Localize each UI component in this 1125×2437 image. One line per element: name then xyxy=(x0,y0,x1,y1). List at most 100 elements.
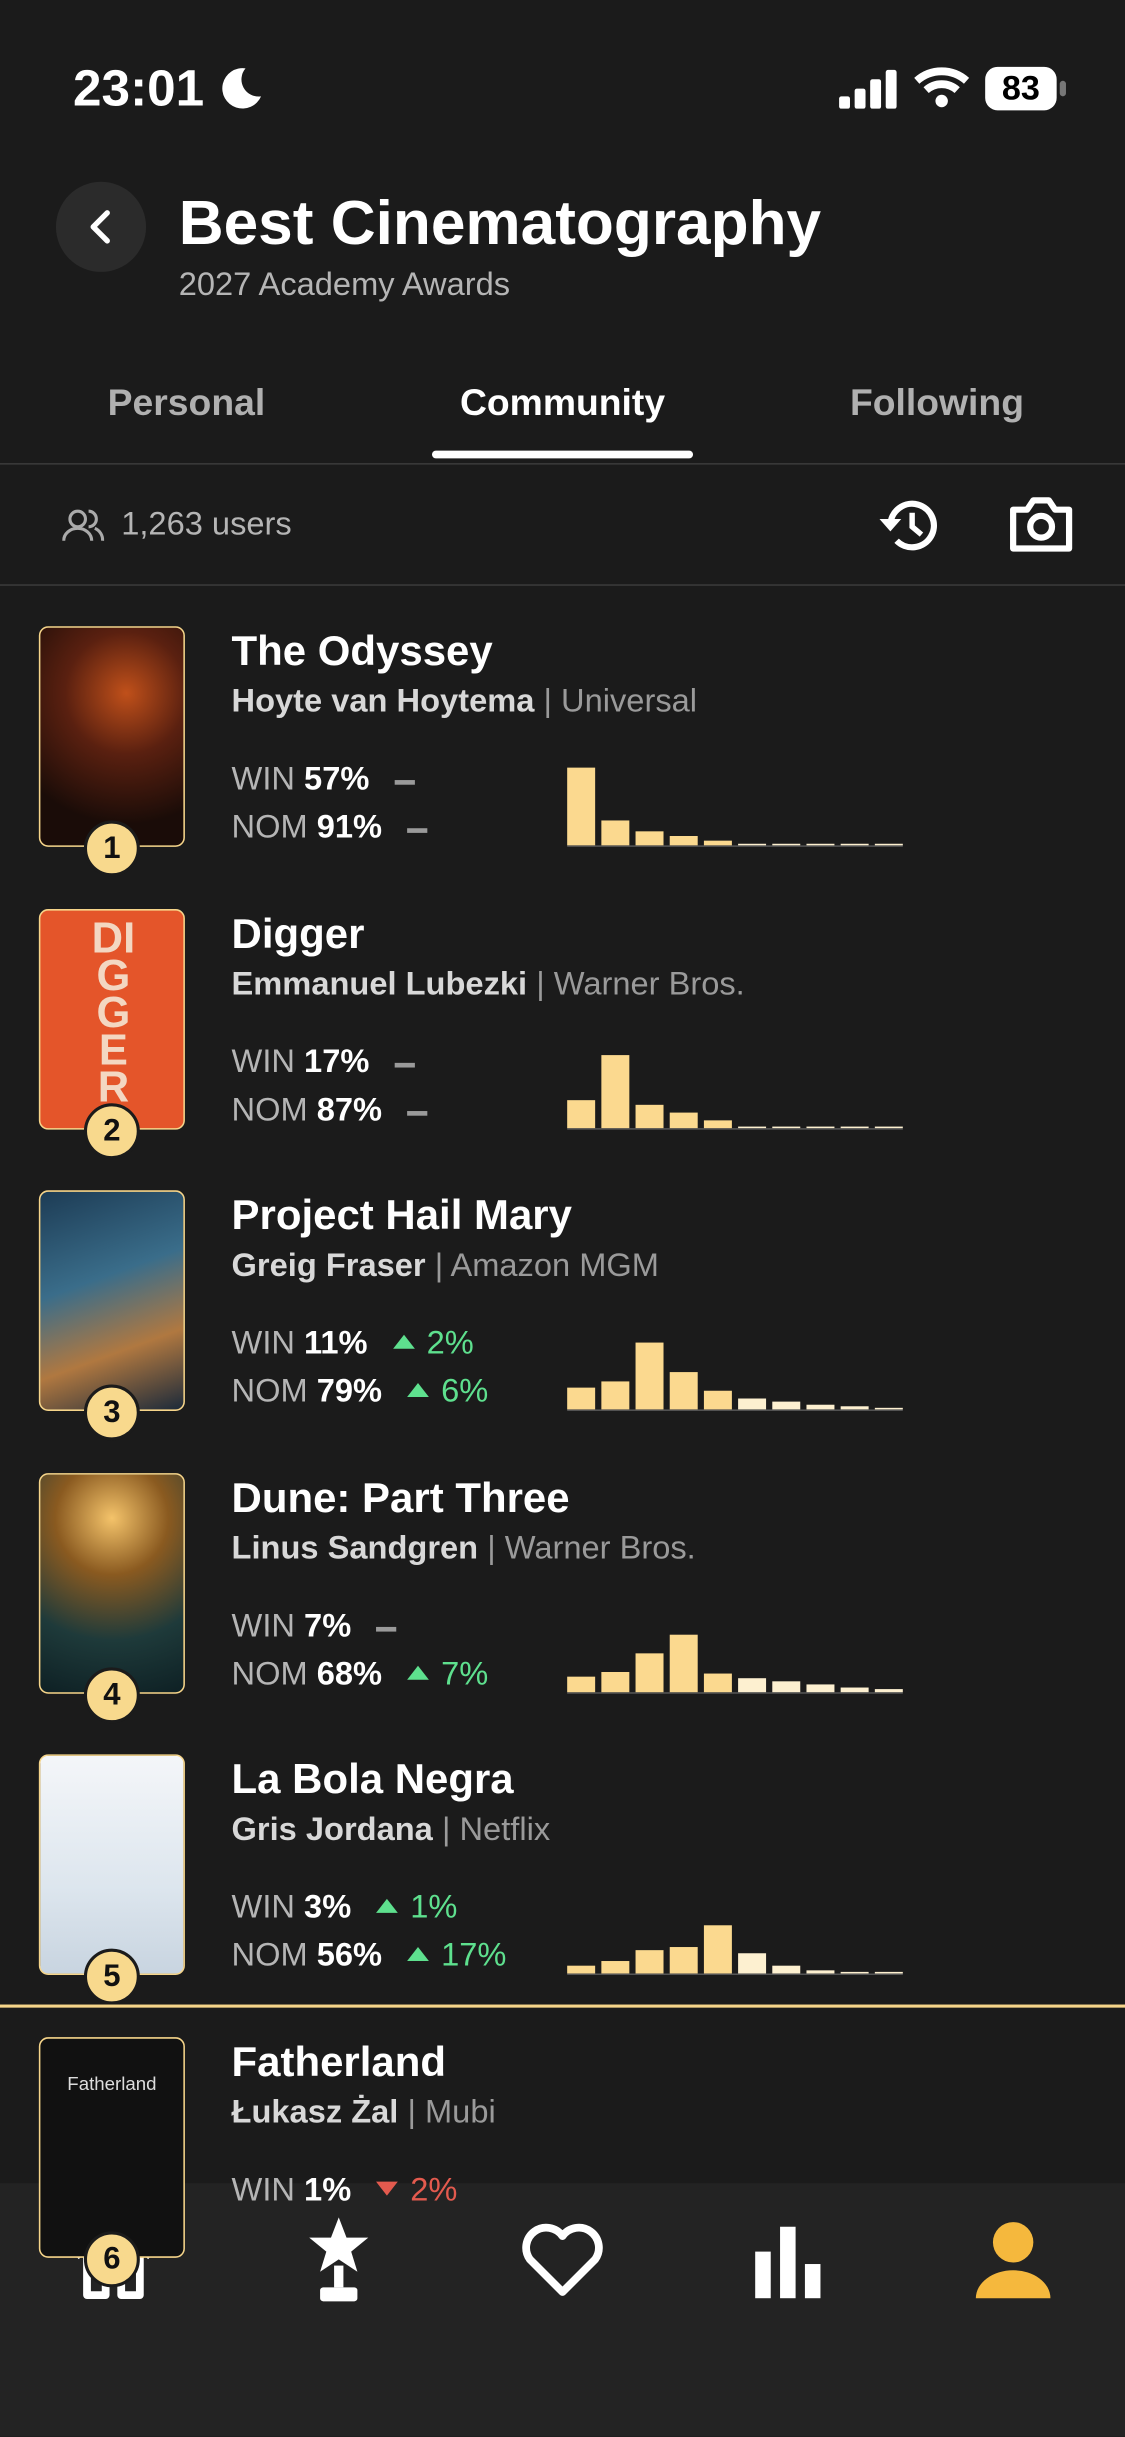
win-value: 11% xyxy=(304,1325,368,1362)
histogram-bar xyxy=(567,1099,596,1128)
tab[interactable]: Personal xyxy=(107,382,266,425)
histogram-bar xyxy=(772,1125,801,1128)
change-value: 6% xyxy=(441,1373,489,1410)
nominee-studio: | Amazon MGM xyxy=(434,1247,659,1284)
nav-favorites[interactable] xyxy=(519,2221,606,2302)
nom-value: 68% xyxy=(316,1655,383,1692)
back-button[interactable] xyxy=(55,181,147,272)
histogram-bar xyxy=(738,1398,767,1410)
histogram-bar xyxy=(806,843,835,846)
nav-awards[interactable] xyxy=(301,2214,376,2307)
nom-line: NOM 87% xyxy=(232,1092,383,1129)
win-label: WIN xyxy=(231,2171,295,2208)
win-line: WIN 3% xyxy=(232,1890,352,1927)
histogram-bar xyxy=(669,1372,698,1410)
win-value: 1% xyxy=(304,2171,352,2208)
histogram-bar xyxy=(567,1675,596,1692)
histogram-baseline xyxy=(567,845,903,847)
nominee-person: Emmanuel Lubezki xyxy=(231,965,528,1002)
win-value: 57% xyxy=(304,761,370,798)
histogram-bar xyxy=(635,1342,664,1410)
tab[interactable]: Community xyxy=(459,382,666,425)
histogram-bar xyxy=(635,1950,664,1974)
nom-label: NOM xyxy=(231,1091,308,1128)
camera-button[interactable] xyxy=(1007,494,1075,556)
nom-value: 87% xyxy=(316,1091,383,1128)
page-subtitle: 2027 Academy Awards xyxy=(178,267,511,304)
bottom-nav xyxy=(0,2183,1125,2437)
nom-label: NOM xyxy=(231,809,308,846)
histogram-baseline xyxy=(567,1127,903,1129)
change-arrow xyxy=(376,1898,398,1913)
poster-text: Fatherland xyxy=(67,2072,157,2094)
change-arrow xyxy=(406,1382,429,1397)
back-icon xyxy=(90,210,110,244)
nominee-credit: Linus Sandgren | Warner Bros. xyxy=(232,1530,696,1567)
nominee-row[interactable]: 4 Dune: Part Three Linus Sandgren | Warner… xyxy=(0,1472,1125,1752)
nominee-row[interactable]: Fatherland 6 Fatherland Łukasz Żal | Mubi WI… xyxy=(0,2036,1125,2316)
histogram-bar xyxy=(840,1125,869,1128)
tab[interactable]: Following xyxy=(849,382,1024,425)
histogram-bar xyxy=(738,1953,767,1974)
histogram-bar xyxy=(669,1633,698,1692)
histogram-bar xyxy=(669,1111,698,1128)
histogram-bar xyxy=(772,1965,801,1974)
nominee-title: La Bola Negra xyxy=(231,1755,514,1803)
history-button[interactable] xyxy=(875,494,943,556)
histogram-bar xyxy=(874,1688,903,1692)
nominee-person: Hoyte van Hoytema xyxy=(231,683,535,720)
rank-badge: 2 xyxy=(83,1102,140,1159)
rank-badge: 5 xyxy=(83,1948,140,2005)
histogram-bar xyxy=(601,1961,630,1974)
page-title: Best Cinematography xyxy=(178,189,822,258)
change-arrow xyxy=(376,2180,398,2195)
change-value: 2% xyxy=(410,2171,458,2208)
nominee-row[interactable]: 1 The Odyssey Hoyte van Hoytema | Universa… xyxy=(0,626,1125,906)
change-arrow xyxy=(392,1334,415,1349)
poster-text: DIGGER xyxy=(91,912,136,1111)
rank-badge: 1 xyxy=(83,820,140,877)
nom-line: NOM 91% xyxy=(232,810,383,847)
nom-no-change xyxy=(406,1110,428,1115)
nominee-row[interactable]: 5 La Bola Negra Gris Jordana | Netflix WIN … xyxy=(0,1754,1125,2034)
nominee-credit: Greig Fraser | Amazon MGM xyxy=(232,1248,659,1285)
win-line: WIN 57% xyxy=(232,761,370,798)
nominee-row[interactable]: 3 Project Hail Mary Greig Fraser | Amazon … xyxy=(0,1190,1125,1470)
nav-profile[interactable] xyxy=(973,2217,1054,2304)
histogram-bar xyxy=(738,1677,767,1692)
nominee-row[interactable]: DIGGER 2 Digger Emmanuel Lubezki | Warner B… xyxy=(0,908,1125,1188)
change-value: 1% xyxy=(410,1889,458,1926)
histogram-bar xyxy=(840,843,869,846)
win-label: WIN xyxy=(231,1607,295,1644)
nominee-title: Project Hail Mary xyxy=(231,1191,572,1239)
wifi-icon xyxy=(914,67,970,108)
nominee-credit: Hoyte van Hoytema | Universal xyxy=(232,684,698,721)
histogram-bar xyxy=(703,1925,732,1974)
win-line: WIN 11% xyxy=(232,1325,368,1362)
nominee-title: Dune: Part Three xyxy=(231,1473,570,1521)
histogram-bar xyxy=(703,840,732,846)
win-value: 3% xyxy=(304,1889,352,1926)
histogram-bar xyxy=(669,835,698,846)
histogram-bar xyxy=(567,767,596,846)
histogram-bar xyxy=(874,843,903,846)
nom-no-change xyxy=(406,828,428,833)
nom-label: NOM xyxy=(231,1937,308,1974)
nav-stats[interactable] xyxy=(752,2221,827,2302)
histogram-bar xyxy=(738,843,767,846)
histogram-bar xyxy=(874,1971,903,1974)
win-label: WIN xyxy=(231,1325,295,1362)
histogram-bar xyxy=(601,1381,630,1410)
divider xyxy=(0,463,1125,465)
histogram-baseline xyxy=(567,1409,903,1411)
histogram-bar xyxy=(703,1672,732,1692)
win-no-change xyxy=(394,780,415,785)
nom-value: 91% xyxy=(316,809,383,846)
nominee-credit: Łukasz Żal | Mubi xyxy=(232,2094,496,2131)
histogram-bar xyxy=(840,1686,869,1692)
nominee-studio: | Universal xyxy=(543,683,698,720)
nominee-title: Fatherland xyxy=(231,2037,447,2085)
poster xyxy=(38,1472,185,1693)
histogram-bar xyxy=(567,1965,596,1974)
